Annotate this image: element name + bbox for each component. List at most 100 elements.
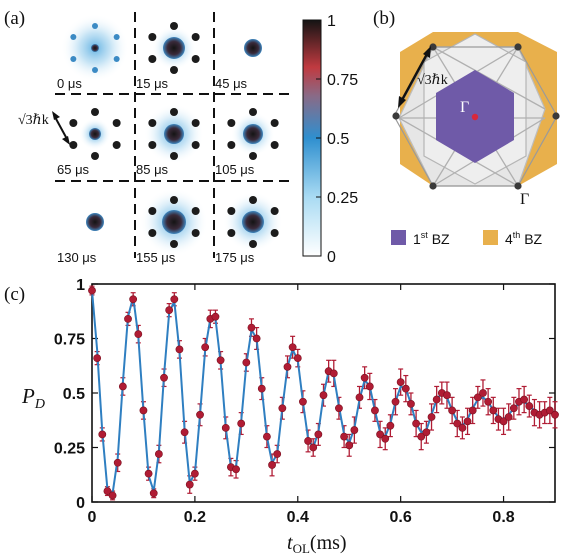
- diffraction-peak: [249, 108, 257, 116]
- data-point: [190, 469, 199, 478]
- data-point: [458, 423, 467, 432]
- data-point: [463, 417, 472, 426]
- diffraction-peak: [148, 207, 157, 215]
- absorption-image-grid: 0 μs 15 μs 45 μs 65 μs 85 μs 105 μs 130 μs 155 …: [57, 14, 283, 265]
- diffraction-peak: [92, 67, 98, 73]
- diffraction-peak: [227, 207, 236, 215]
- data-point: [309, 443, 318, 452]
- diffraction-peak: [191, 55, 200, 63]
- time-label: 45 μs: [215, 76, 248, 91]
- data-point: [129, 295, 138, 304]
- data-point: [134, 330, 143, 339]
- diffraction-peak: [170, 66, 178, 74]
- data-point: [299, 397, 307, 406]
- y-tick-label: 0.75: [54, 332, 85, 349]
- diffraction-peak: [113, 56, 120, 62]
- diffraction-peak: [270, 207, 279, 215]
- image-cell: 175 μs: [215, 192, 283, 265]
- data-point: [124, 314, 132, 323]
- data-point: [154, 450, 163, 458]
- data-point: [237, 419, 246, 428]
- data-point: [273, 450, 282, 458]
- x-tick-label: 0.2: [184, 509, 206, 526]
- data-point: [252, 334, 261, 343]
- momentum-arrow-b: [400, 53, 429, 101]
- data-point: [165, 306, 174, 315]
- panel-a: (a) 0 μs 15 μs 45 μs 65 μs 85 μs 105 μs 130 μs…: [4, 8, 358, 266]
- legend-label-fourth-bz: 4th BZ: [505, 230, 543, 247]
- diffraction-peak: [69, 141, 78, 149]
- data-point: [520, 395, 529, 404]
- legend-label-first-bz: 1st BZ: [413, 230, 450, 247]
- image-cell: 15 μs: [136, 22, 200, 91]
- data-point: [98, 430, 107, 439]
- central-peak: [244, 39, 262, 57]
- time-label: 15 μs: [136, 76, 169, 91]
- data-point: [401, 384, 410, 393]
- data-point: [381, 434, 390, 443]
- diffraction-peak: [249, 240, 257, 248]
- data-point: [443, 391, 451, 400]
- data-point: [113, 458, 122, 467]
- central-peak: [164, 124, 184, 144]
- central-peak: [91, 44, 99, 52]
- data-point: [360, 373, 369, 382]
- data-point: [525, 402, 534, 410]
- diffraction-peak: [148, 33, 157, 41]
- data-point: [288, 343, 297, 352]
- diffraction-peak: [170, 196, 178, 204]
- data-point: [283, 362, 292, 371]
- diffraction-peak: [170, 152, 178, 160]
- time-label: 85 μs: [136, 162, 169, 177]
- central-peak: [89, 128, 101, 140]
- data-point: [391, 397, 400, 406]
- image-cell: 45 μs: [215, 38, 263, 91]
- image-cell: 85 μs: [136, 104, 204, 177]
- diffraction-peak: [227, 229, 236, 237]
- colorbar-tick-label: 0.5: [327, 131, 349, 148]
- oscillation-plot: 0 0.2 0.4 0.6 0.8 0 0.25 0.5 0.75 1: [54, 277, 559, 526]
- data-point: [335, 404, 343, 413]
- x-tick-label: 0.8: [492, 509, 514, 526]
- data-point: [196, 410, 204, 419]
- data-point: [345, 441, 354, 450]
- panel-c-label: (c): [4, 284, 25, 305]
- image-cell: 0 μs: [57, 14, 129, 91]
- data-point: [427, 413, 436, 421]
- data-point: [432, 395, 441, 404]
- data-point: [504, 413, 513, 421]
- diffraction-peak: [92, 23, 98, 29]
- diffraction-peak: [148, 55, 157, 63]
- data-point: [93, 354, 102, 363]
- colorbar-ticks: 1 0.75 0.5 0.25 0: [316, 13, 358, 266]
- diffraction-peak: [170, 22, 178, 30]
- data-point: [247, 323, 256, 332]
- data-point: [350, 426, 359, 434]
- data-point: [417, 432, 426, 441]
- diffraction-peak: [191, 229, 200, 237]
- momentum-arrowhead-a2: [62, 136, 70, 145]
- diffraction-peak: [148, 229, 157, 237]
- diffraction-peak: [112, 119, 121, 127]
- colorbar-tick-label: 0.25: [327, 190, 358, 207]
- data-point: [365, 382, 374, 391]
- data-point: [355, 393, 364, 402]
- data-point: [422, 428, 431, 437]
- data-point: [376, 430, 384, 439]
- data-point: [551, 410, 559, 419]
- data-point: [118, 382, 127, 391]
- y-axis-label: PD: [21, 384, 45, 412]
- x-tick-label: 0: [88, 509, 97, 526]
- diffraction-peak: [70, 56, 77, 62]
- diffraction-peak: [249, 196, 257, 204]
- data-point: [304, 437, 312, 445]
- data-point: [103, 487, 112, 495]
- image-cell: 155 μs: [136, 188, 208, 265]
- data-point: [144, 469, 153, 478]
- y-tick-label: 0.5: [63, 386, 85, 403]
- data-point: [139, 406, 148, 415]
- data-point: [88, 286, 96, 295]
- central-peak: [242, 211, 264, 233]
- data-point: [175, 345, 184, 354]
- diffraction-peak: [91, 108, 99, 116]
